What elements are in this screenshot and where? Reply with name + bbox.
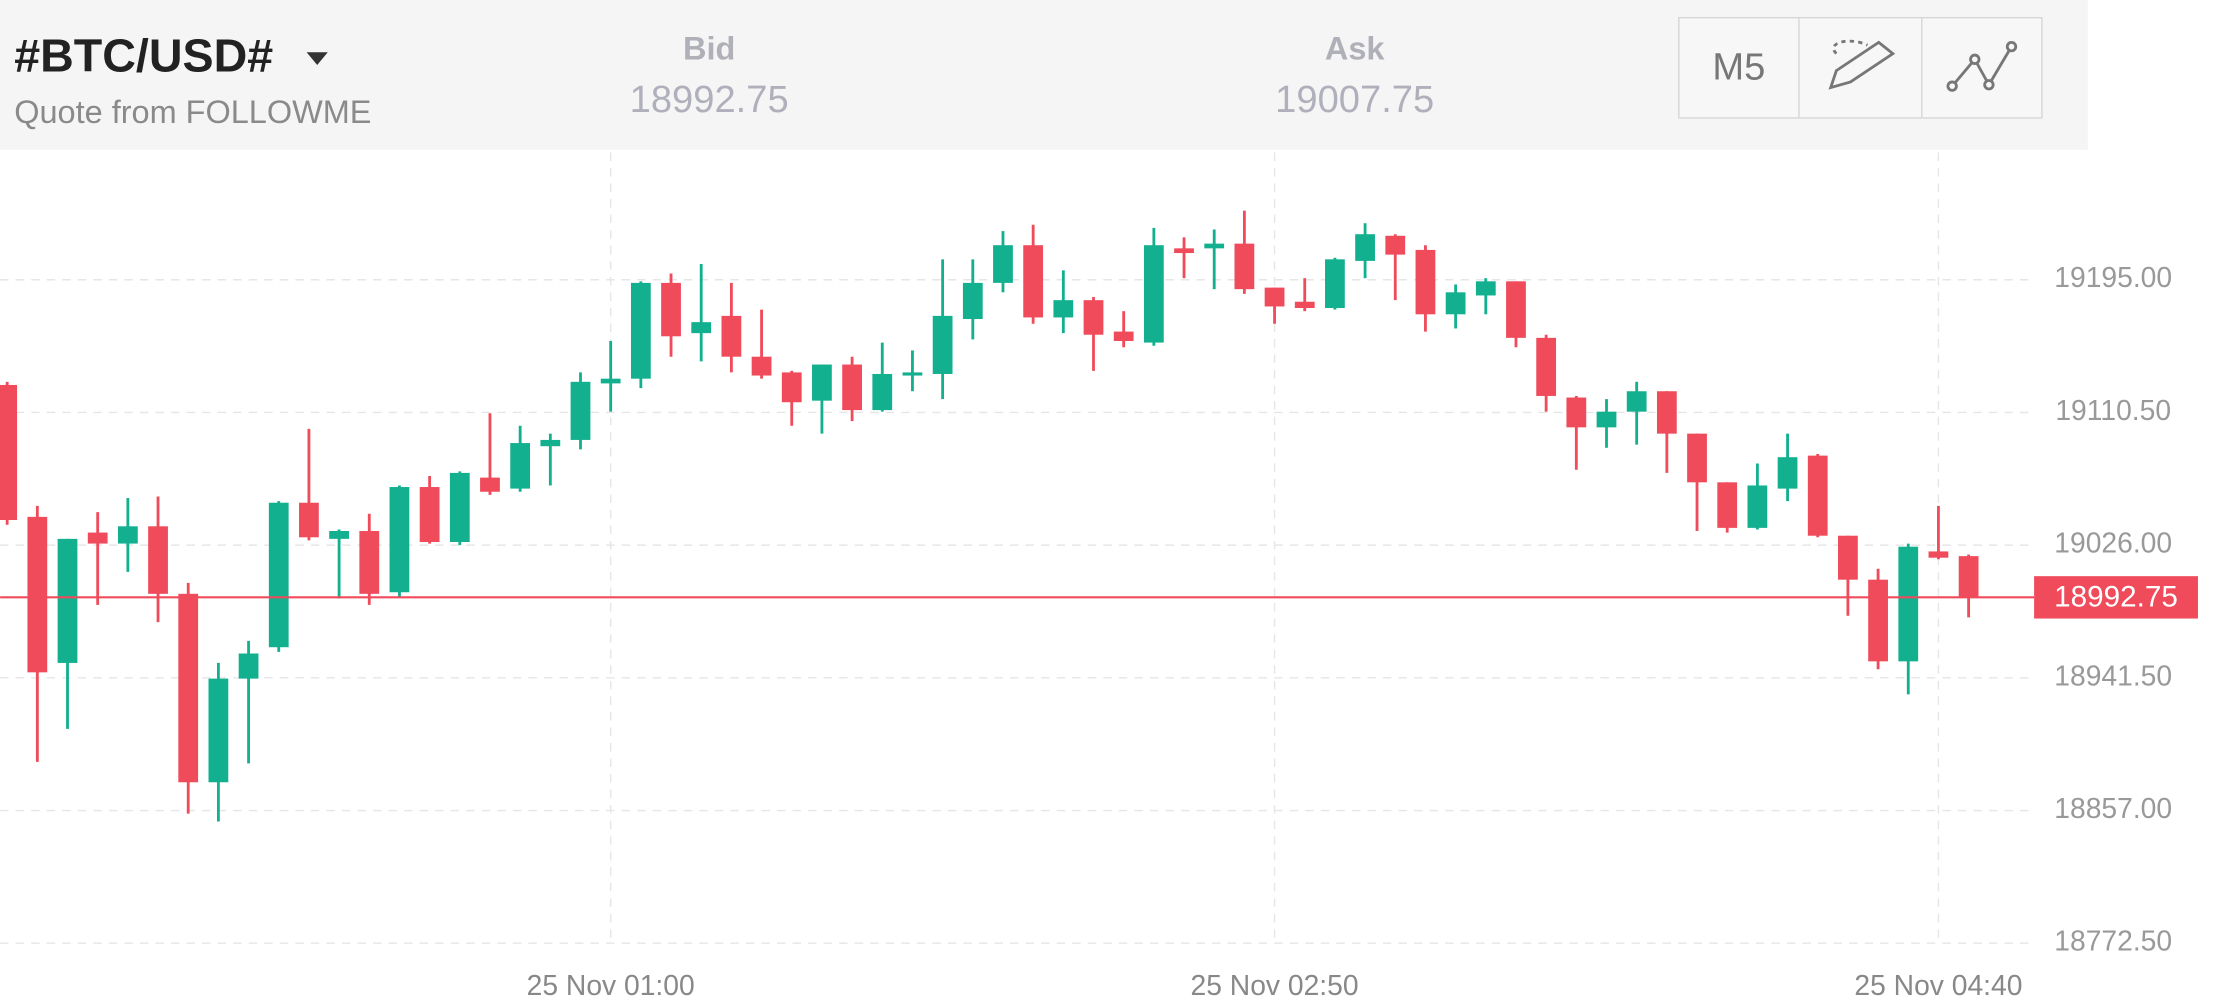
candle-body [902, 372, 923, 376]
candle-body [1113, 331, 1134, 341]
dropdown-arrow[interactable] [306, 52, 328, 65]
bid-value: 18992.75 [630, 78, 789, 121]
candle-body [1506, 281, 1526, 338]
candle-body [1325, 259, 1345, 309]
candle-body [117, 526, 138, 544]
y-tick-label: 19026.00 [2054, 527, 2172, 559]
candle-body [1868, 579, 1888, 662]
candle-body [1747, 485, 1768, 528]
candle-body [178, 593, 199, 783]
candle-body [1385, 235, 1406, 255]
candle-body [993, 245, 1013, 283]
toolbar-box [1678, 16, 2043, 119]
candle-body [419, 487, 440, 543]
candle-body [600, 378, 621, 384]
candle-body [570, 381, 591, 440]
candle-body [1626, 391, 1647, 412]
candle-body [1264, 287, 1285, 307]
current-price-label: 18992.75 [2054, 581, 2178, 614]
candle-body [1566, 397, 1587, 428]
toolbar: M5 [1678, 16, 2043, 119]
candle-body [1204, 243, 1225, 249]
candle-body [1023, 245, 1044, 318]
candle-body [1174, 248, 1194, 254]
y-tick-label: 19195.00 [2054, 261, 2172, 293]
candle-body [1596, 411, 1617, 428]
candle-body [480, 477, 500, 492]
candle-body [1687, 433, 1707, 483]
candle-body [1053, 300, 1074, 318]
y-tick-label: 18941.50 [2054, 659, 2172, 691]
ask-value: 19007.75 [1275, 78, 1434, 121]
candle-body [932, 315, 953, 374]
candle-body [329, 531, 349, 539]
candle-body [1355, 234, 1375, 261]
candle-body [1656, 391, 1677, 434]
timeframe-button[interactable]: M5 [1712, 45, 1765, 88]
candle-body [510, 443, 531, 489]
candle-body [208, 678, 229, 783]
candle-body [661, 282, 681, 337]
x-tick-label: 25 Nov 04:40 [1854, 969, 2022, 1001]
candle-body [1838, 535, 1858, 580]
candle-body [1717, 482, 1738, 528]
candle-body [87, 532, 108, 544]
current-price-badge [2034, 576, 2198, 619]
candle-body [57, 538, 78, 663]
candle-body [962, 282, 983, 320]
y-tick-label: 18772.50 [2054, 925, 2172, 957]
candle-body [721, 315, 742, 357]
candle-body [1083, 300, 1104, 335]
candle-body [1777, 457, 1798, 489]
candle-body [812, 364, 832, 401]
draw-tool-button[interactable] [1828, 39, 1896, 90]
candle-body [1536, 337, 1557, 396]
y-tick-label: 19110.50 [2055, 394, 2171, 426]
candle-body [781, 372, 802, 403]
y-tick-label: 18857.00 [2054, 792, 2172, 824]
candle-body [238, 653, 259, 679]
candle-body [389, 487, 410, 593]
candle-body [1445, 292, 1466, 315]
candle-body [1898, 546, 1919, 662]
subtitle: Quote from FOLLOWME [14, 94, 371, 130]
candle-body [1234, 243, 1255, 290]
candle-body [1807, 455, 1828, 536]
candle-body [842, 364, 862, 411]
symbol-title[interactable]: #BTC/USD# [14, 30, 273, 82]
bid-label: Bid [683, 30, 735, 66]
candle-body [299, 502, 319, 538]
candle-body [1294, 301, 1315, 309]
candle-body [449, 472, 470, 543]
candle-body [630, 282, 651, 379]
candle-body [1958, 556, 1979, 598]
candle-body [1928, 551, 1949, 558]
x-tick-label: 25 Nov 01:00 [527, 969, 695, 1001]
candle-body [540, 439, 561, 447]
candle-body [268, 502, 289, 648]
candle-body [1475, 281, 1496, 296]
candle-body [691, 322, 712, 334]
candle-body [359, 531, 380, 594]
x-tick-label: 25 Nov 02:50 [1191, 969, 1359, 1001]
candle-body [148, 526, 168, 594]
ask-label: Ask [1325, 30, 1386, 66]
candle-body [1415, 249, 1436, 315]
candle-body [1143, 245, 1164, 343]
indicator-button[interactable] [1946, 40, 2018, 92]
candle-body [27, 516, 48, 673]
candle-body [0, 384, 18, 521]
candle-body [872, 373, 893, 411]
candle-body [751, 356, 772, 376]
